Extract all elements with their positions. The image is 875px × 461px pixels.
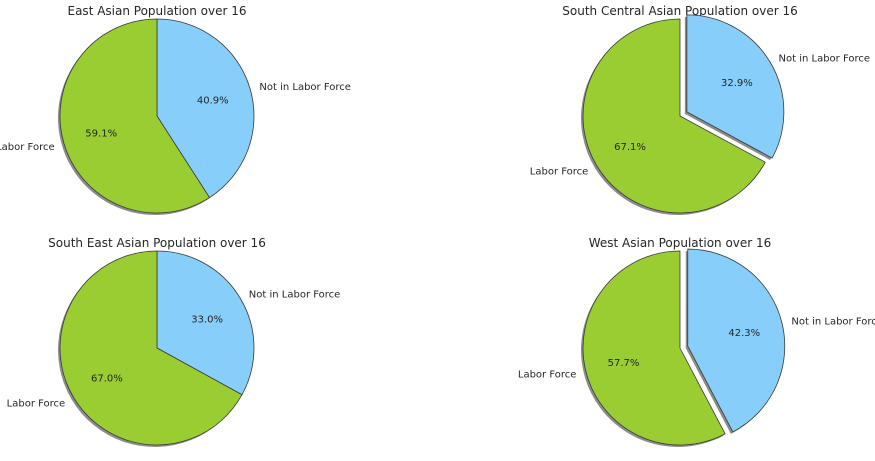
pie-category-label: Labor Force [518, 370, 577, 381]
pie-percent-label: 40.9% [197, 96, 229, 107]
pie-category-label: Labor Force [7, 398, 66, 409]
pie-category-label: Not in Labor Force [249, 290, 341, 301]
pie-wedge-not-in-labor-force [687, 248, 786, 433]
pie-wedge-labor-force [59, 18, 210, 214]
pie-wedge-labor-force [582, 18, 766, 214]
pie-category-label: Labor Force [0, 142, 55, 153]
pie-chart-4: West Asian Population over 16 42.3% Not in… [518, 236, 875, 447]
pie-wedge-not-in-labor-force [156, 18, 255, 198]
pie-percent-label: 59.1% [85, 128, 117, 139]
pie-percent-label: 67.1% [614, 142, 646, 153]
pie-chart-1: East Asian Population over 16 40.9% Not in… [0, 4, 351, 215]
pie-category-label: Not in Labor Force [779, 53, 871, 64]
pie-wedge-not-in-labor-force [156, 250, 255, 396]
chart-title: West Asian Population over 16 [589, 236, 772, 250]
chart-title: South Central Asian Population over 16 [562, 4, 797, 18]
pie-wedge-not-in-labor-force [686, 14, 785, 159]
chart-title: South East Asian Population over 16 [48, 236, 266, 250]
pie-percent-label: 33.0% [191, 314, 223, 325]
pie-percent-label: 57.7% [608, 358, 640, 369]
pie-percent-label: 32.9% [721, 78, 753, 89]
pie-percent-label: 67.0% [91, 374, 123, 385]
pie-wedge-labor-force [59, 250, 243, 446]
pie-category-label: Not in Labor Force [259, 82, 351, 93]
pie-category-label: Not in Labor Force [791, 317, 875, 328]
pie-category-label: Labor Force [530, 167, 589, 178]
pie-chart-2: South Central Asian Population over 16 32… [530, 4, 871, 216]
pie-percent-label: 42.3% [728, 328, 760, 339]
chart-title: East Asian Population over 16 [68, 4, 247, 18]
pie-chart-3: South East Asian Population over 16 33.0%… [7, 236, 341, 447]
pie-wedge-labor-force [582, 250, 726, 446]
